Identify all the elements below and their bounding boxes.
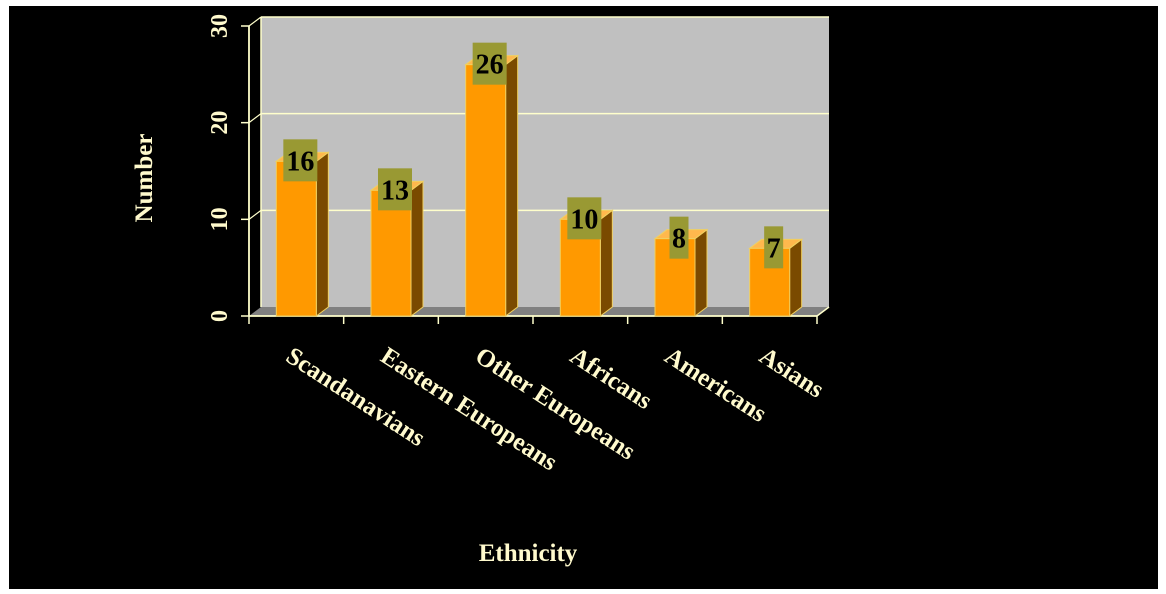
floor-edge [816,306,830,317]
bar-side [599,209,613,317]
data-label-box [378,168,412,211]
data-labels: 16 13 26 10 8 7 [283,42,784,269]
bar-chart: 0 10 20 30 16 13 26 10 8 7 ScandanaviansEastern … [131,14,830,567]
category-label: Eastern Europeans [376,342,562,476]
bar [370,189,412,317]
data-label-box [669,216,689,259]
data-label-box [764,226,784,269]
data-label: 7 [767,233,781,264]
category-label: Other Europeans [470,342,640,465]
data-label: 13 [381,175,409,206]
data-label: 26 [476,50,504,81]
bar-side [315,151,329,317]
x-axis-title: Ethnicity [479,540,578,567]
y-tick-label: 30 [207,14,233,38]
y-axis-title: Number [131,134,158,223]
y-tick-label: 20 [207,111,233,135]
bar [465,64,507,317]
gridlines [248,16,829,307]
bar-side [410,180,424,317]
data-label-box [567,197,602,240]
bar-side [789,238,803,317]
gridline-diagonal [248,209,262,220]
gridline-diagonal [248,113,262,124]
data-label: 10 [570,204,598,235]
y-tick-label: 10 [207,207,233,231]
y-axis-ticks: 0 10 20 30 [207,14,249,322]
data-label: 8 [672,224,686,255]
plot-back-wall [261,17,829,307]
bar [275,160,317,317]
chart-background: 0 10 20 30 16 13 26 10 8 7 Scandanavians Eastern … [9,6,1158,589]
y-tick-label: 0 [207,310,233,322]
plot-floor [249,307,829,316]
x-axis-ticks [248,306,830,324]
bar-side [694,228,708,317]
category-label: Asians [754,342,828,403]
gridline-diagonal [248,16,262,27]
data-label-box [283,139,318,182]
data-label-box [472,42,507,85]
bars [274,54,804,317]
category-label: Americans [660,342,772,428]
bar-side [505,54,519,317]
data-label: 16 [286,146,314,177]
